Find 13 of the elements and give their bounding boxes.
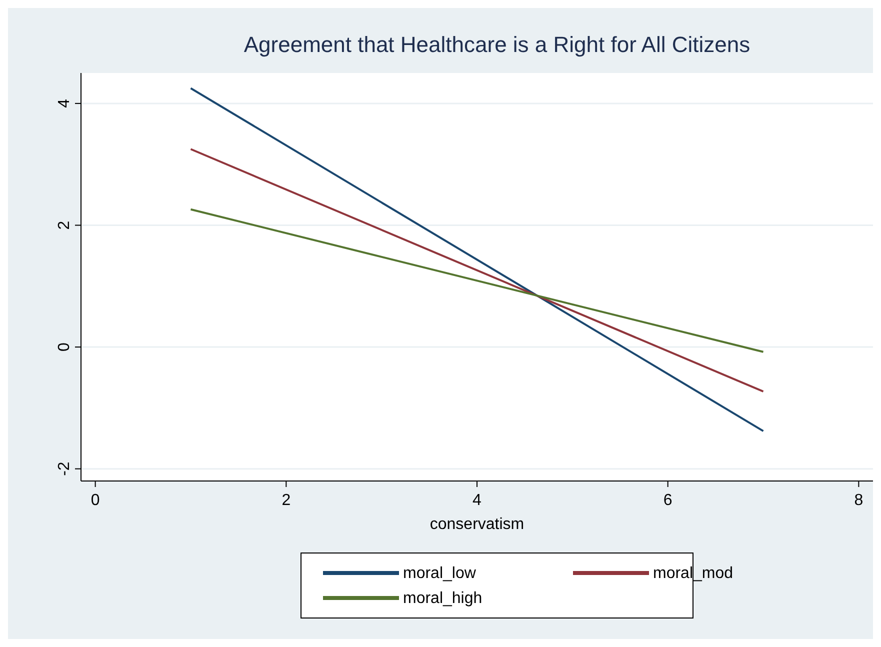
y-tick-label: 2 [56, 220, 73, 230]
x-tick-label: 2 [282, 492, 291, 509]
y-tick-label: 0 [56, 342, 73, 352]
chart-title: Agreement that Healthcare is a Right for All Citizens [244, 32, 750, 57]
x-tick-label: 0 [90, 492, 100, 509]
x-tick-label: 8 [854, 492, 864, 509]
x-tick-label: 4 [472, 492, 482, 509]
y-tick-label: -2 [56, 462, 73, 476]
y-tick-label: 4 [56, 98, 73, 108]
x-axis-title: conservatism [430, 516, 524, 533]
legend-label: moral_low [403, 565, 476, 582]
x-tick-label: 6 [663, 492, 672, 509]
legend-label: moral_high [403, 590, 482, 607]
